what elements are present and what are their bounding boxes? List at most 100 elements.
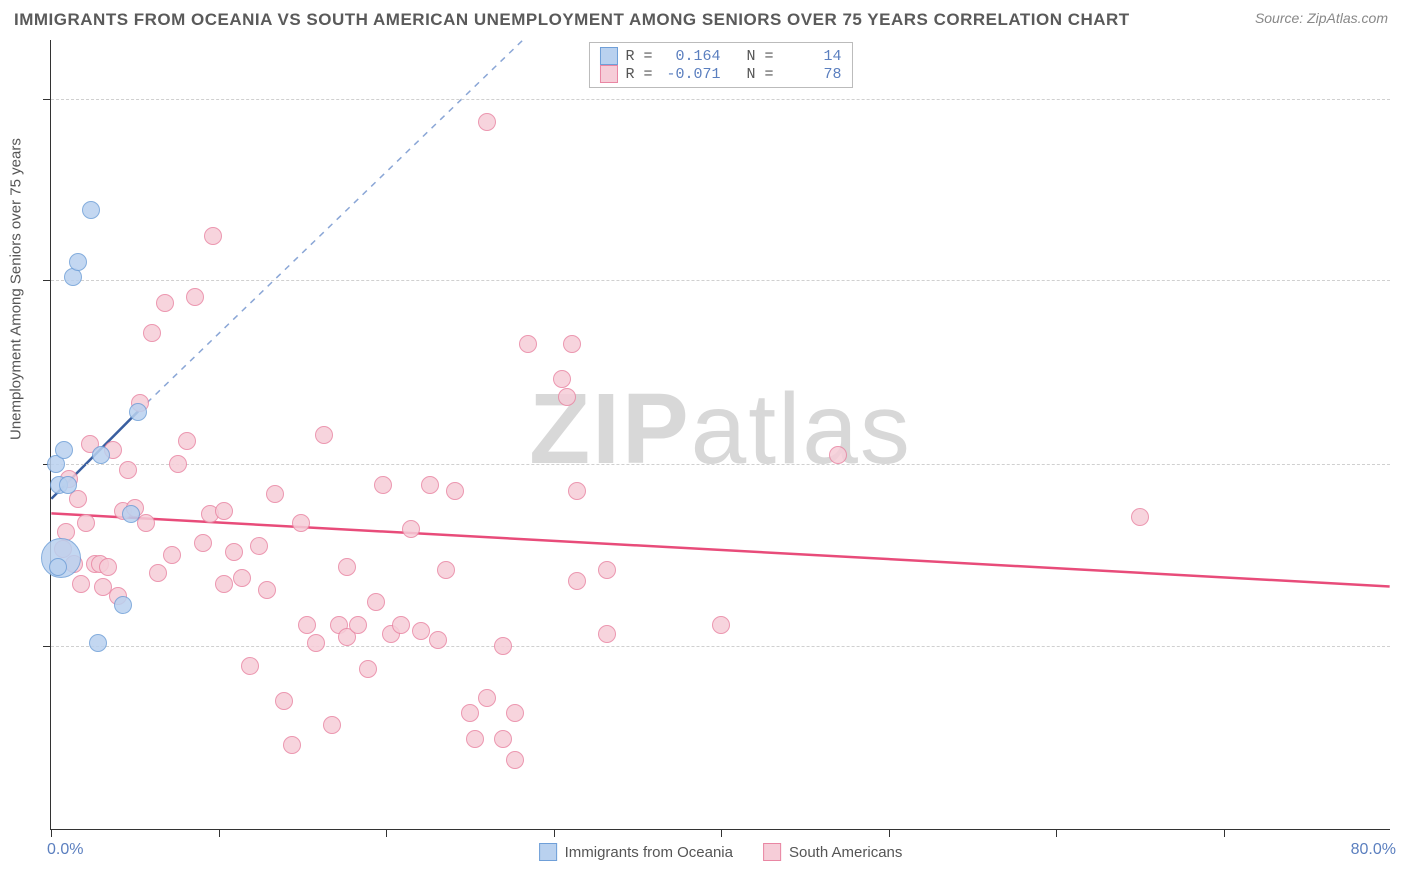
gridline xyxy=(51,99,1390,100)
scatter-point xyxy=(402,520,420,538)
scatter-point xyxy=(598,625,616,643)
legend-r-oceania: 0.164 xyxy=(661,48,721,65)
scatter-point xyxy=(553,370,571,388)
scatter-point xyxy=(412,622,430,640)
scatter-point xyxy=(129,403,147,421)
y-tick-label: 25.0% xyxy=(1396,90,1406,108)
swatch-south-american-icon xyxy=(599,65,617,83)
legend-n-label: N = xyxy=(729,66,774,83)
scatter-point xyxy=(598,561,616,579)
scatter-point xyxy=(156,294,174,312)
legend-r-label: R = xyxy=(625,66,652,83)
scatter-point xyxy=(241,657,259,675)
scatter-point xyxy=(55,441,73,459)
scatter-point xyxy=(359,660,377,678)
scatter-point xyxy=(421,476,439,494)
scatter-point xyxy=(77,514,95,532)
scatter-point xyxy=(563,335,581,353)
y-tick xyxy=(43,646,51,647)
scatter-point xyxy=(446,482,464,500)
scatter-point xyxy=(275,692,293,710)
watermark: ZIPatlas xyxy=(529,371,912,486)
scatter-point xyxy=(461,704,479,722)
scatter-point xyxy=(59,476,77,494)
scatter-point xyxy=(307,634,325,652)
scatter-point xyxy=(519,335,537,353)
scatter-point xyxy=(250,537,268,555)
x-tick xyxy=(386,829,387,837)
scatter-point xyxy=(186,288,204,306)
legend-n-label: N = xyxy=(729,48,774,65)
plot-area: ZIPatlas R = 0.164 N = 14 R = -0.071 N =… xyxy=(50,40,1390,830)
scatter-point xyxy=(437,561,455,579)
x-tick xyxy=(721,829,722,837)
y-tick-label: 12.5% xyxy=(1396,455,1406,473)
legend-item-oceania: Immigrants from Oceania xyxy=(539,843,733,861)
scatter-point xyxy=(72,575,90,593)
scatter-point xyxy=(712,616,730,634)
scatter-point xyxy=(258,581,276,599)
swatch-oceania-icon xyxy=(539,843,557,861)
scatter-point xyxy=(225,543,243,561)
legend-label-south-american: South Americans xyxy=(789,844,902,861)
scatter-point xyxy=(349,616,367,634)
scatter-point xyxy=(283,736,301,754)
source-attribution: Source: ZipAtlas.com xyxy=(1255,10,1388,26)
y-axis-label: Unemployment Among Seniors over 75 years xyxy=(8,138,25,440)
y-tick-label: 6.3% xyxy=(1396,637,1406,655)
x-tick xyxy=(889,829,890,837)
scatter-point xyxy=(292,514,310,532)
scatter-point xyxy=(89,634,107,652)
scatter-point xyxy=(1131,508,1149,526)
legend-item-south-american: South Americans xyxy=(763,843,902,861)
scatter-point xyxy=(163,546,181,564)
scatter-point xyxy=(829,446,847,464)
scatter-point xyxy=(114,596,132,614)
swatch-south-american-icon xyxy=(763,843,781,861)
scatter-point xyxy=(69,490,87,508)
scatter-point xyxy=(506,751,524,769)
scatter-point xyxy=(149,564,167,582)
scatter-point xyxy=(558,388,576,406)
y-tick-label: 18.8% xyxy=(1396,271,1406,289)
scatter-point xyxy=(315,426,333,444)
x-tick xyxy=(554,829,555,837)
scatter-point xyxy=(478,689,496,707)
gridline xyxy=(51,646,1390,647)
x-axis-min-label: 0.0% xyxy=(47,841,83,859)
scatter-point xyxy=(266,485,284,503)
legend-n-south-american: 78 xyxy=(782,66,842,83)
scatter-point xyxy=(143,324,161,342)
scatter-point xyxy=(82,201,100,219)
scatter-point xyxy=(298,616,316,634)
gridline xyxy=(51,280,1390,281)
scatter-point xyxy=(233,569,251,587)
watermark-rest: atlas xyxy=(691,372,912,484)
scatter-point xyxy=(99,558,117,576)
scatter-point xyxy=(119,461,137,479)
scatter-point xyxy=(429,631,447,649)
legend-label-oceania: Immigrants from Oceania xyxy=(565,844,733,861)
scatter-point xyxy=(323,716,341,734)
watermark-bold: ZIP xyxy=(529,372,691,484)
legend-r-label: R = xyxy=(625,48,652,65)
x-tick xyxy=(219,829,220,837)
legend-r-south-american: -0.071 xyxy=(661,66,721,83)
swatch-oceania-icon xyxy=(599,47,617,65)
scatter-point xyxy=(137,514,155,532)
scatter-point xyxy=(494,730,512,748)
scatter-point xyxy=(367,593,385,611)
gridline xyxy=(51,464,1390,465)
scatter-point xyxy=(374,476,392,494)
x-tick xyxy=(51,829,52,837)
scatter-point xyxy=(92,446,110,464)
scatter-point xyxy=(194,534,212,552)
legend-row-oceania: R = 0.164 N = 14 xyxy=(599,47,841,65)
legend-row-south-american: R = -0.071 N = 78 xyxy=(599,65,841,83)
correlation-legend: R = 0.164 N = 14 R = -0.071 N = 78 xyxy=(588,42,852,88)
scatter-point xyxy=(494,637,512,655)
scatter-point xyxy=(122,505,140,523)
scatter-point xyxy=(506,704,524,722)
x-axis-max-label: 80.0% xyxy=(1351,841,1396,859)
scatter-point xyxy=(568,482,586,500)
